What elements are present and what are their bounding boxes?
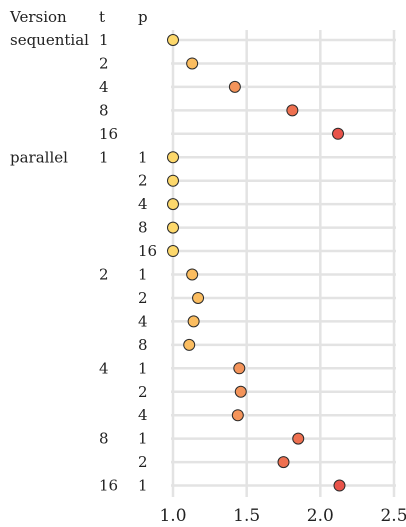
data-point	[286, 104, 299, 117]
x-tick-label: 2.5	[380, 506, 406, 526]
data-point	[167, 198, 179, 211]
data-point	[167, 34, 179, 46]
row-label-p: 8	[138, 336, 148, 354]
row-label-p: 2	[138, 172, 148, 190]
grid-layer	[171, 30, 396, 497]
x-tick-label: 2.0	[307, 506, 334, 526]
data-point	[167, 245, 179, 258]
x-tick-label: 1.0	[159, 506, 186, 526]
row-label-version: parallel	[10, 148, 68, 166]
data-point	[183, 338, 196, 351]
data-point	[167, 221, 179, 234]
data-point	[233, 362, 246, 375]
data-point	[167, 151, 179, 164]
row-label-p: 4	[138, 195, 148, 213]
data-point	[332, 127, 345, 140]
header-p: p	[138, 8, 148, 26]
row-label-p: 4	[138, 406, 148, 424]
row-label-p: 1	[138, 148, 148, 166]
row-label-p: 1	[138, 266, 148, 284]
data-point	[187, 315, 200, 328]
column-headers: Version t p	[9, 8, 148, 26]
header-version: Version	[9, 8, 67, 26]
data-point	[167, 174, 179, 187]
row-label-p: 1	[138, 359, 148, 377]
data-points	[167, 34, 346, 492]
row-label-t: 16	[99, 125, 118, 143]
header-t: t	[99, 8, 105, 26]
row-labels: sequential 1 2 4 8 16 parallel 1 1 2 4 8 16 2 1 2 4 8 4 1 2 4…	[10, 31, 157, 495]
row-label-t: 2	[99, 54, 109, 72]
row-label-p: 2	[138, 383, 148, 401]
x-tick-label: 1.5	[233, 506, 260, 526]
x-axis-ticks: 1.0 1.5 2.0 2.5	[159, 506, 406, 526]
data-point	[231, 409, 244, 422]
data-point	[277, 456, 290, 469]
data-point	[192, 291, 205, 304]
data-point	[186, 57, 199, 70]
row-label-p: 1	[138, 430, 148, 448]
data-point	[333, 479, 346, 492]
row-label-t: 4	[99, 78, 109, 96]
row-label-p: 2	[138, 453, 148, 471]
data-point	[292, 432, 305, 445]
row-label-t: 2	[99, 266, 109, 284]
row-label-p: 2	[138, 289, 148, 307]
row-label-t: 16	[99, 477, 118, 495]
row-label-p: 16	[138, 242, 157, 260]
row-label-t: 8	[99, 430, 109, 448]
row-label-t: 8	[99, 101, 109, 119]
row-label-version: sequential	[10, 31, 89, 49]
row-label-t: 4	[99, 359, 109, 377]
row-label-p: 4	[138, 312, 148, 330]
row-label-p: 8	[138, 219, 148, 237]
data-point	[228, 80, 241, 93]
data-point	[186, 268, 199, 281]
row-label-p: 1	[138, 477, 148, 495]
data-point	[234, 385, 247, 398]
row-label-t: 1	[99, 31, 109, 49]
row-label-t: 1	[99, 148, 109, 166]
